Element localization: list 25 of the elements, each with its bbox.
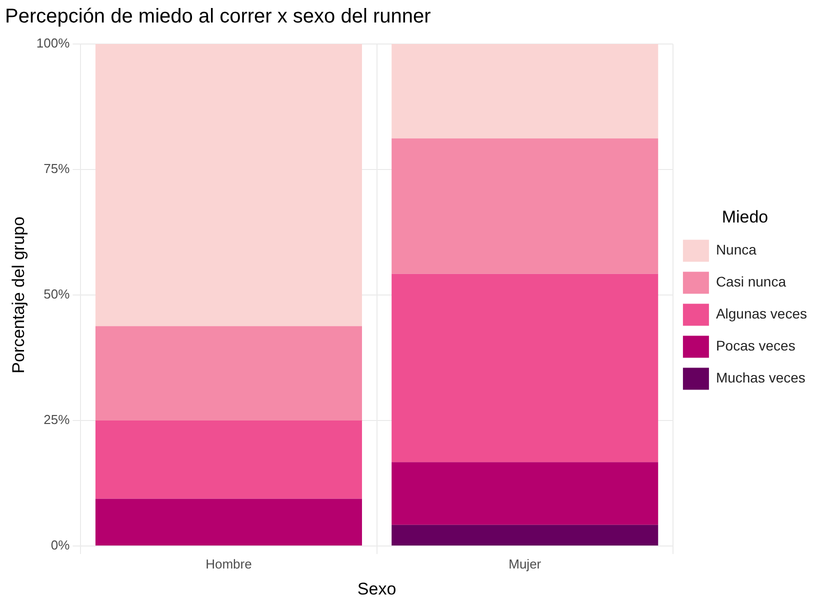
- bar: [95, 420, 362, 499]
- bar: [392, 44, 658, 138]
- legend-label: Pocas veces: [716, 338, 796, 354]
- x-tick-label: Mujer: [508, 556, 542, 572]
- x-axis-title: Sexo: [357, 579, 396, 598]
- legend-title: Miedo: [722, 207, 768, 226]
- bar: [392, 138, 658, 274]
- x-tick-label: Hombre: [206, 556, 252, 572]
- bar: [392, 274, 658, 462]
- legend-label: Casi nunca: [716, 274, 786, 290]
- y-tick-label: 25%: [44, 412, 70, 428]
- legend-label: Algunas veces: [716, 306, 808, 322]
- bar: [392, 462, 658, 525]
- y-tick-label: 0%: [50, 538, 70, 553]
- bar: [95, 326, 362, 420]
- legend-label: Muchas veces: [716, 370, 806, 386]
- chart-title: Percepción de miedo al correr x sexo del runner: [5, 6, 432, 28]
- y-tick-label: 75%: [44, 161, 70, 176]
- bar: [95, 44, 362, 326]
- legend-label: Nunca: [716, 242, 757, 258]
- bar: [392, 524, 658, 546]
- y-tick-label: 100%: [36, 36, 70, 51]
- bar: [95, 498, 362, 546]
- y-tick-label: 50%: [44, 286, 70, 302]
- y-axis-title: Porcentaje del grupo: [8, 216, 28, 374]
